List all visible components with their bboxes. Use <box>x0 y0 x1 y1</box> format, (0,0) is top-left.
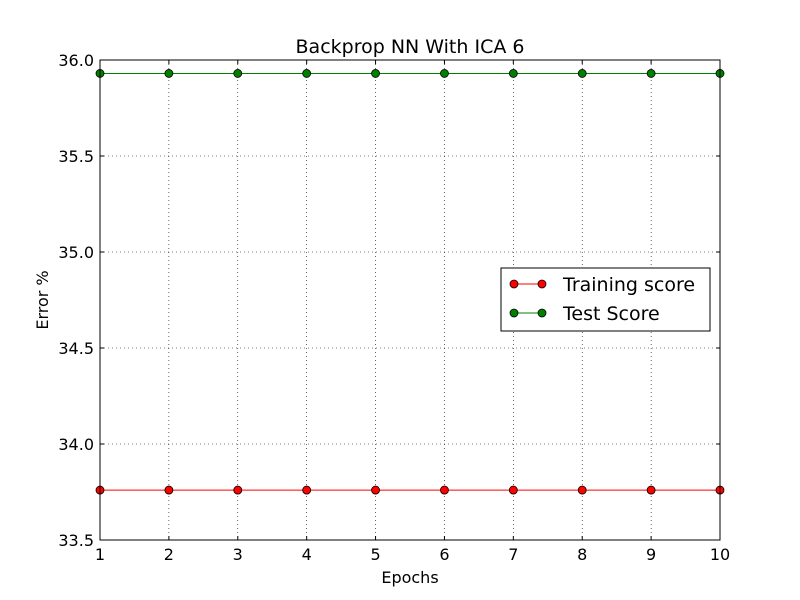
x-tick-label: 8 <box>577 545 587 564</box>
data-point-training-score <box>646 485 656 495</box>
x-tick-label: 10 <box>710 545 730 564</box>
data-point-test-score <box>440 69 449 78</box>
data-point-test-score <box>508 69 518 78</box>
x-tick-label: 7 <box>508 545 518 564</box>
legend-marker-test <box>537 308 547 318</box>
x-axis-label: Epochs <box>381 568 438 587</box>
plot-frame <box>99 59 721 541</box>
y-tick-label: 35.0 <box>58 243 94 262</box>
y-axis-label: Error % <box>33 270 52 329</box>
series-test-score <box>95 69 725 78</box>
data-point-training-score <box>577 485 587 495</box>
legend: Training score Test Score <box>500 267 711 332</box>
x-tick-label: 4 <box>302 545 312 564</box>
legend-marker-training <box>509 279 519 289</box>
data-point-training-score <box>371 485 380 495</box>
data-point-test-score <box>646 69 656 78</box>
x-tick-labels: 1 2 3 4 5 6 7 8 9 10 <box>95 545 730 564</box>
data-point-test-score <box>371 69 380 78</box>
legend-box <box>500 267 711 332</box>
legend-label-training: Training score <box>562 274 695 296</box>
y-tick-label: 34.0 <box>58 435 94 454</box>
y-tick-label: 35.5 <box>58 147 94 166</box>
y-tick-label: 33.5 <box>58 531 94 550</box>
legend-marker-training <box>537 279 547 289</box>
legend-label-test: Test Score <box>562 303 660 325</box>
data-point-test-score <box>233 69 243 78</box>
legend-entry-training: Training score <box>509 274 695 296</box>
y-tick-label: 36.0 <box>58 51 94 70</box>
data-point-training-score <box>302 485 312 495</box>
data-point-training-score <box>233 485 243 495</box>
x-tick-label: 9 <box>646 545 656 564</box>
x-tick-label: 6 <box>439 545 449 564</box>
y-tick-labels: 33.5 34.0 34.5 35.0 35.5 36.0 <box>58 51 94 550</box>
series-training-score <box>95 485 725 495</box>
y-tick-label: 34.5 <box>58 339 94 358</box>
data-point-test-score <box>302 69 312 78</box>
x-tick-label: 2 <box>164 545 174 564</box>
data-point-training-score <box>164 485 174 495</box>
data-point-training-score <box>508 485 518 495</box>
data-point-test-score <box>577 69 587 78</box>
legend-marker-test <box>509 308 519 318</box>
chart-title: Backprop NN With ICA 6 <box>296 36 525 58</box>
legend-entry-test: Test Score <box>509 303 660 325</box>
data-point-test-score <box>164 69 174 78</box>
x-tick-label: 5 <box>370 545 380 564</box>
data-point-training-score <box>440 485 449 495</box>
series-layer <box>95 69 725 495</box>
x-tick-label: 3 <box>233 545 243 564</box>
x-tick-label: 1 <box>95 545 105 564</box>
